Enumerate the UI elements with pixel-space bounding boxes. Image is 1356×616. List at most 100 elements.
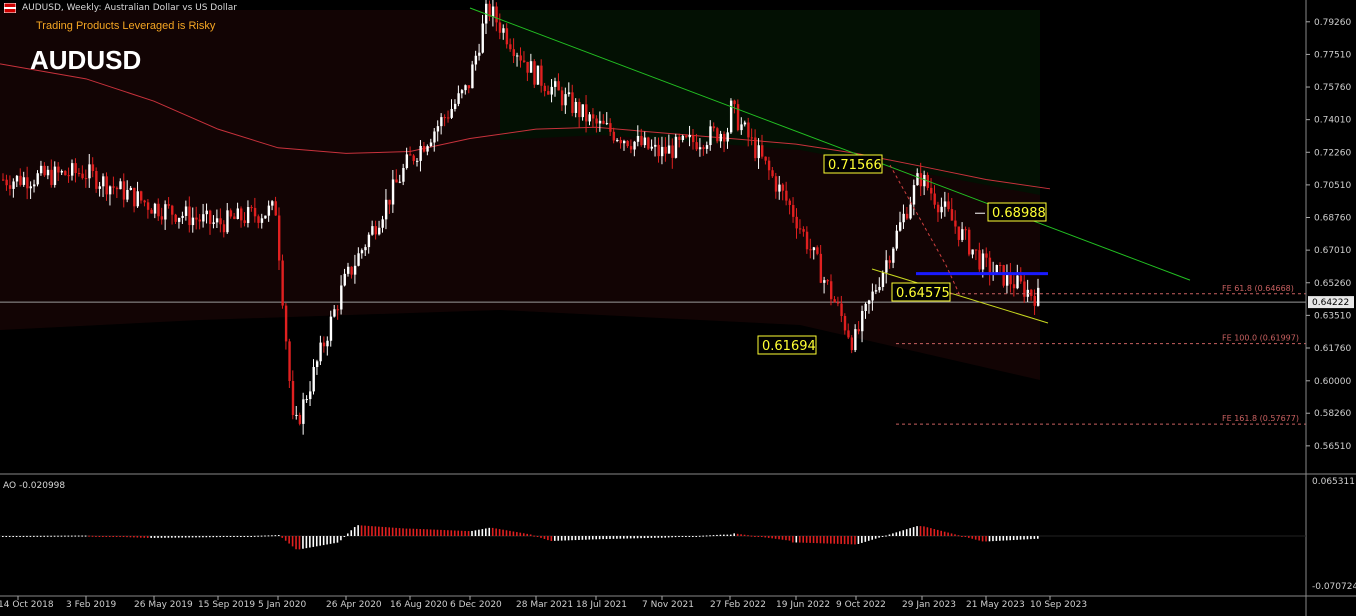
x-tick-label: 18 Jul 2021 [576,600,627,610]
ao-bar [171,536,173,538]
candle-body [595,118,598,124]
candle-body [616,139,619,141]
ao-bar [723,534,725,536]
x-tick-label: 27 Feb 2022 [710,600,766,610]
candle-body [33,184,36,187]
ao-bar [274,535,277,537]
ao-bar [981,536,984,542]
x-tick-label: 7 Nov 2021 [642,600,694,610]
candle-body [950,209,954,221]
candle-body [581,104,584,118]
ao-bar [871,536,873,540]
overlays-group: FE 61.8 (0.64668) FE 100.0 (0.61997) FE 16… [469,7,1306,425]
ao-bar [536,536,539,537]
ao-bar [257,535,259,537]
candle-body [143,200,146,203]
candle-body [574,101,578,113]
ao-bar [526,533,528,536]
ao-bar [160,536,163,538]
candle-body [957,226,961,240]
y-tick-label: 0.61760 [1314,344,1351,354]
candle-body [98,186,101,189]
candle-body [909,204,912,219]
y-tick-label: 0.60000 [1314,377,1351,387]
candle-body [302,399,305,424]
candle-body [440,117,443,127]
ao-bar [878,536,880,538]
ao-bar [1033,536,1036,539]
candle-body [433,131,436,143]
candle-body [240,208,243,221]
candle-body [571,92,574,113]
candle-body [533,61,536,85]
candle-body [226,210,229,233]
candle-body [478,52,481,56]
ao-bar [91,535,94,537]
swing-label: 0.61694 [762,339,816,354]
ao-bar [81,535,83,537]
candle-body [429,142,433,147]
ao-bar [284,536,287,541]
ao-bar [543,536,546,539]
ao-bar [522,533,525,536]
ao-bar [726,534,729,536]
candle-body [964,229,967,231]
ao-bar [505,530,508,536]
candle-body [719,133,722,142]
ao-bar [1023,536,1025,540]
candle-body [919,173,923,187]
candle-body [840,303,843,317]
candle-body [333,309,336,317]
candle-body [854,329,857,351]
x-tick-label: 15 Sep 2019 [198,600,255,610]
candle-body [709,126,712,146]
candle-body [1012,284,1016,289]
candle-body [602,120,605,124]
candle-body [612,131,616,141]
ao-bar [902,530,905,536]
candle-body [626,140,629,147]
ao-bar [502,529,504,536]
candle-body [678,136,681,140]
candle-body [257,216,260,223]
candle-body [954,220,957,227]
candle-body [512,49,515,57]
ao-bar [885,535,887,537]
candle-body [588,114,591,122]
ao-bar [146,536,149,538]
ao-bar [974,536,977,540]
ao-bar [443,530,446,536]
candle-body [623,140,626,144]
ao-bar [830,536,832,544]
ao-bar [664,536,666,538]
candle-body [636,135,640,142]
ao-bar [219,536,221,538]
ao-bar [140,536,142,538]
ao-bar [854,536,856,545]
ao-bar [157,536,159,538]
swing-label: 0.71566 [828,158,882,173]
ao-bar [136,536,139,538]
candle-body [598,120,602,124]
candle-body [664,146,667,154]
ao-bar [298,536,301,550]
ao-bar [426,529,428,536]
swing-label-box [823,154,883,174]
risk-warning: Trading Products Leveraged is Risky [36,20,216,32]
ao-bar [629,536,632,539]
ao-bar [716,534,718,536]
candle-body [771,170,774,177]
candle-body [222,224,226,233]
candle-body [146,202,150,210]
swing-label-box [987,202,1047,222]
candle-body [743,122,747,125]
candle-body [108,186,112,195]
candle-body [115,187,119,190]
candle-body [826,280,829,282]
candle-body [847,330,850,338]
envelope-bands [0,10,1040,380]
candle-body [605,123,609,125]
ao-bar [198,536,201,538]
ao-bar [1012,536,1015,541]
